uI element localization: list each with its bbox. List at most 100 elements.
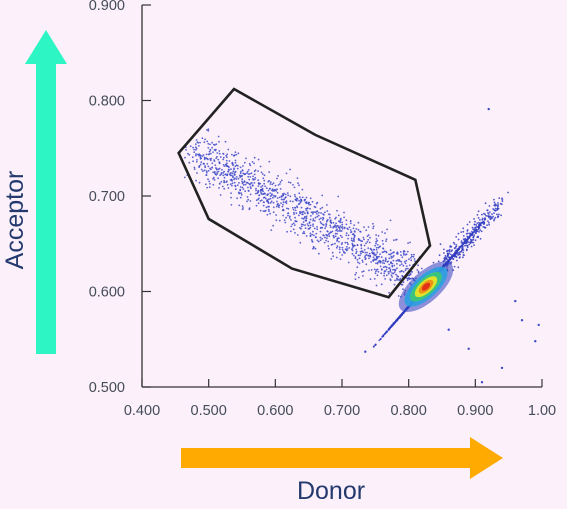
- data-point: [306, 211, 309, 213]
- data-point: [239, 196, 242, 199]
- data-point: [386, 330, 389, 333]
- data-point: [395, 239, 397, 241]
- data-point: [484, 217, 486, 220]
- data-point: [293, 224, 296, 227]
- data-point: [472, 238, 475, 241]
- data-point: [462, 254, 465, 256]
- data-point: [308, 227, 311, 230]
- data-point: [247, 198, 250, 201]
- data-point: [390, 274, 393, 277]
- data-point: [325, 239, 327, 242]
- data-point: [444, 258, 446, 261]
- data-point: [455, 250, 457, 253]
- data-point: [432, 261, 435, 264]
- data-point: [272, 224, 275, 227]
- data-point: [341, 221, 343, 224]
- data-point: [391, 272, 393, 274]
- data-point: [389, 219, 392, 222]
- data-point: [469, 232, 472, 235]
- data-point: [375, 249, 378, 251]
- data-point: [401, 274, 404, 277]
- data-point: [347, 261, 350, 264]
- data-point: [385, 250, 388, 253]
- data-point: [326, 204, 328, 206]
- data-point: [488, 205, 491, 207]
- acceptor-arrow: [25, 30, 67, 354]
- data-point: [231, 172, 234, 175]
- data-point: [303, 230, 305, 233]
- data-point: [444, 255, 447, 257]
- data-point: [488, 221, 490, 224]
- data-point: [459, 253, 461, 256]
- data-point: [304, 224, 306, 227]
- data-point: [348, 247, 351, 249]
- data-point: [400, 260, 403, 263]
- data-point: [247, 190, 250, 192]
- data-point: [316, 226, 318, 228]
- data-point: [477, 217, 480, 219]
- data-point: [467, 232, 469, 235]
- data-point: [267, 202, 270, 205]
- data-point: [317, 240, 320, 243]
- data-point: [366, 240, 369, 243]
- data-point: [217, 158, 220, 161]
- data-point: [321, 237, 323, 240]
- data-point: [231, 179, 234, 182]
- data-point: [255, 192, 257, 195]
- data-point: [250, 187, 252, 190]
- data-point: [313, 211, 315, 214]
- data-point: [227, 187, 230, 189]
- data-point: [352, 237, 355, 240]
- data-point: [404, 262, 407, 265]
- data-point: [346, 249, 348, 252]
- data-point: [375, 238, 378, 240]
- data-point: [276, 197, 279, 199]
- data-point: [377, 235, 380, 237]
- data-point: [455, 244, 458, 246]
- data-point: [355, 272, 358, 274]
- data-point: [219, 194, 222, 196]
- data-point: [195, 149, 197, 151]
- data-point: [317, 211, 320, 214]
- data-point: [278, 196, 281, 199]
- data-point: [402, 270, 405, 273]
- data-point: [267, 189, 270, 192]
- data-point: [446, 249, 449, 252]
- data-point: [241, 169, 244, 172]
- data-point: [356, 244, 359, 247]
- data-point: [338, 226, 341, 229]
- data-point: [248, 178, 251, 181]
- data-point: [393, 283, 396, 286]
- data-point: [299, 196, 301, 199]
- data-point: [284, 201, 287, 204]
- data-point: [277, 175, 279, 177]
- data-point: [353, 254, 355, 257]
- data-point: [280, 202, 282, 205]
- data-point: [372, 222, 374, 225]
- data-point: [298, 184, 300, 187]
- data-point: [357, 261, 359, 264]
- data-point: [285, 196, 287, 199]
- data-point: [465, 244, 468, 247]
- data-point: [354, 256, 357, 258]
- data-point: [312, 223, 314, 226]
- data-point: [368, 257, 370, 260]
- data-point: [369, 278, 372, 280]
- data-point: [264, 197, 267, 200]
- data-point: [443, 252, 445, 254]
- data-point: [263, 201, 265, 204]
- data-point: [232, 175, 234, 178]
- data-point: [183, 176, 186, 179]
- data-point: [263, 174, 266, 177]
- data-point: [243, 161, 246, 164]
- data-point: [229, 183, 232, 186]
- data-point: [231, 182, 234, 185]
- data-point: [361, 261, 364, 263]
- data-point: [473, 244, 475, 247]
- data-point: [364, 257, 367, 260]
- data-point: [276, 200, 278, 203]
- data-point: [388, 257, 391, 260]
- data-point: [461, 245, 464, 248]
- data-point: [487, 212, 489, 214]
- data-point: [326, 230, 329, 233]
